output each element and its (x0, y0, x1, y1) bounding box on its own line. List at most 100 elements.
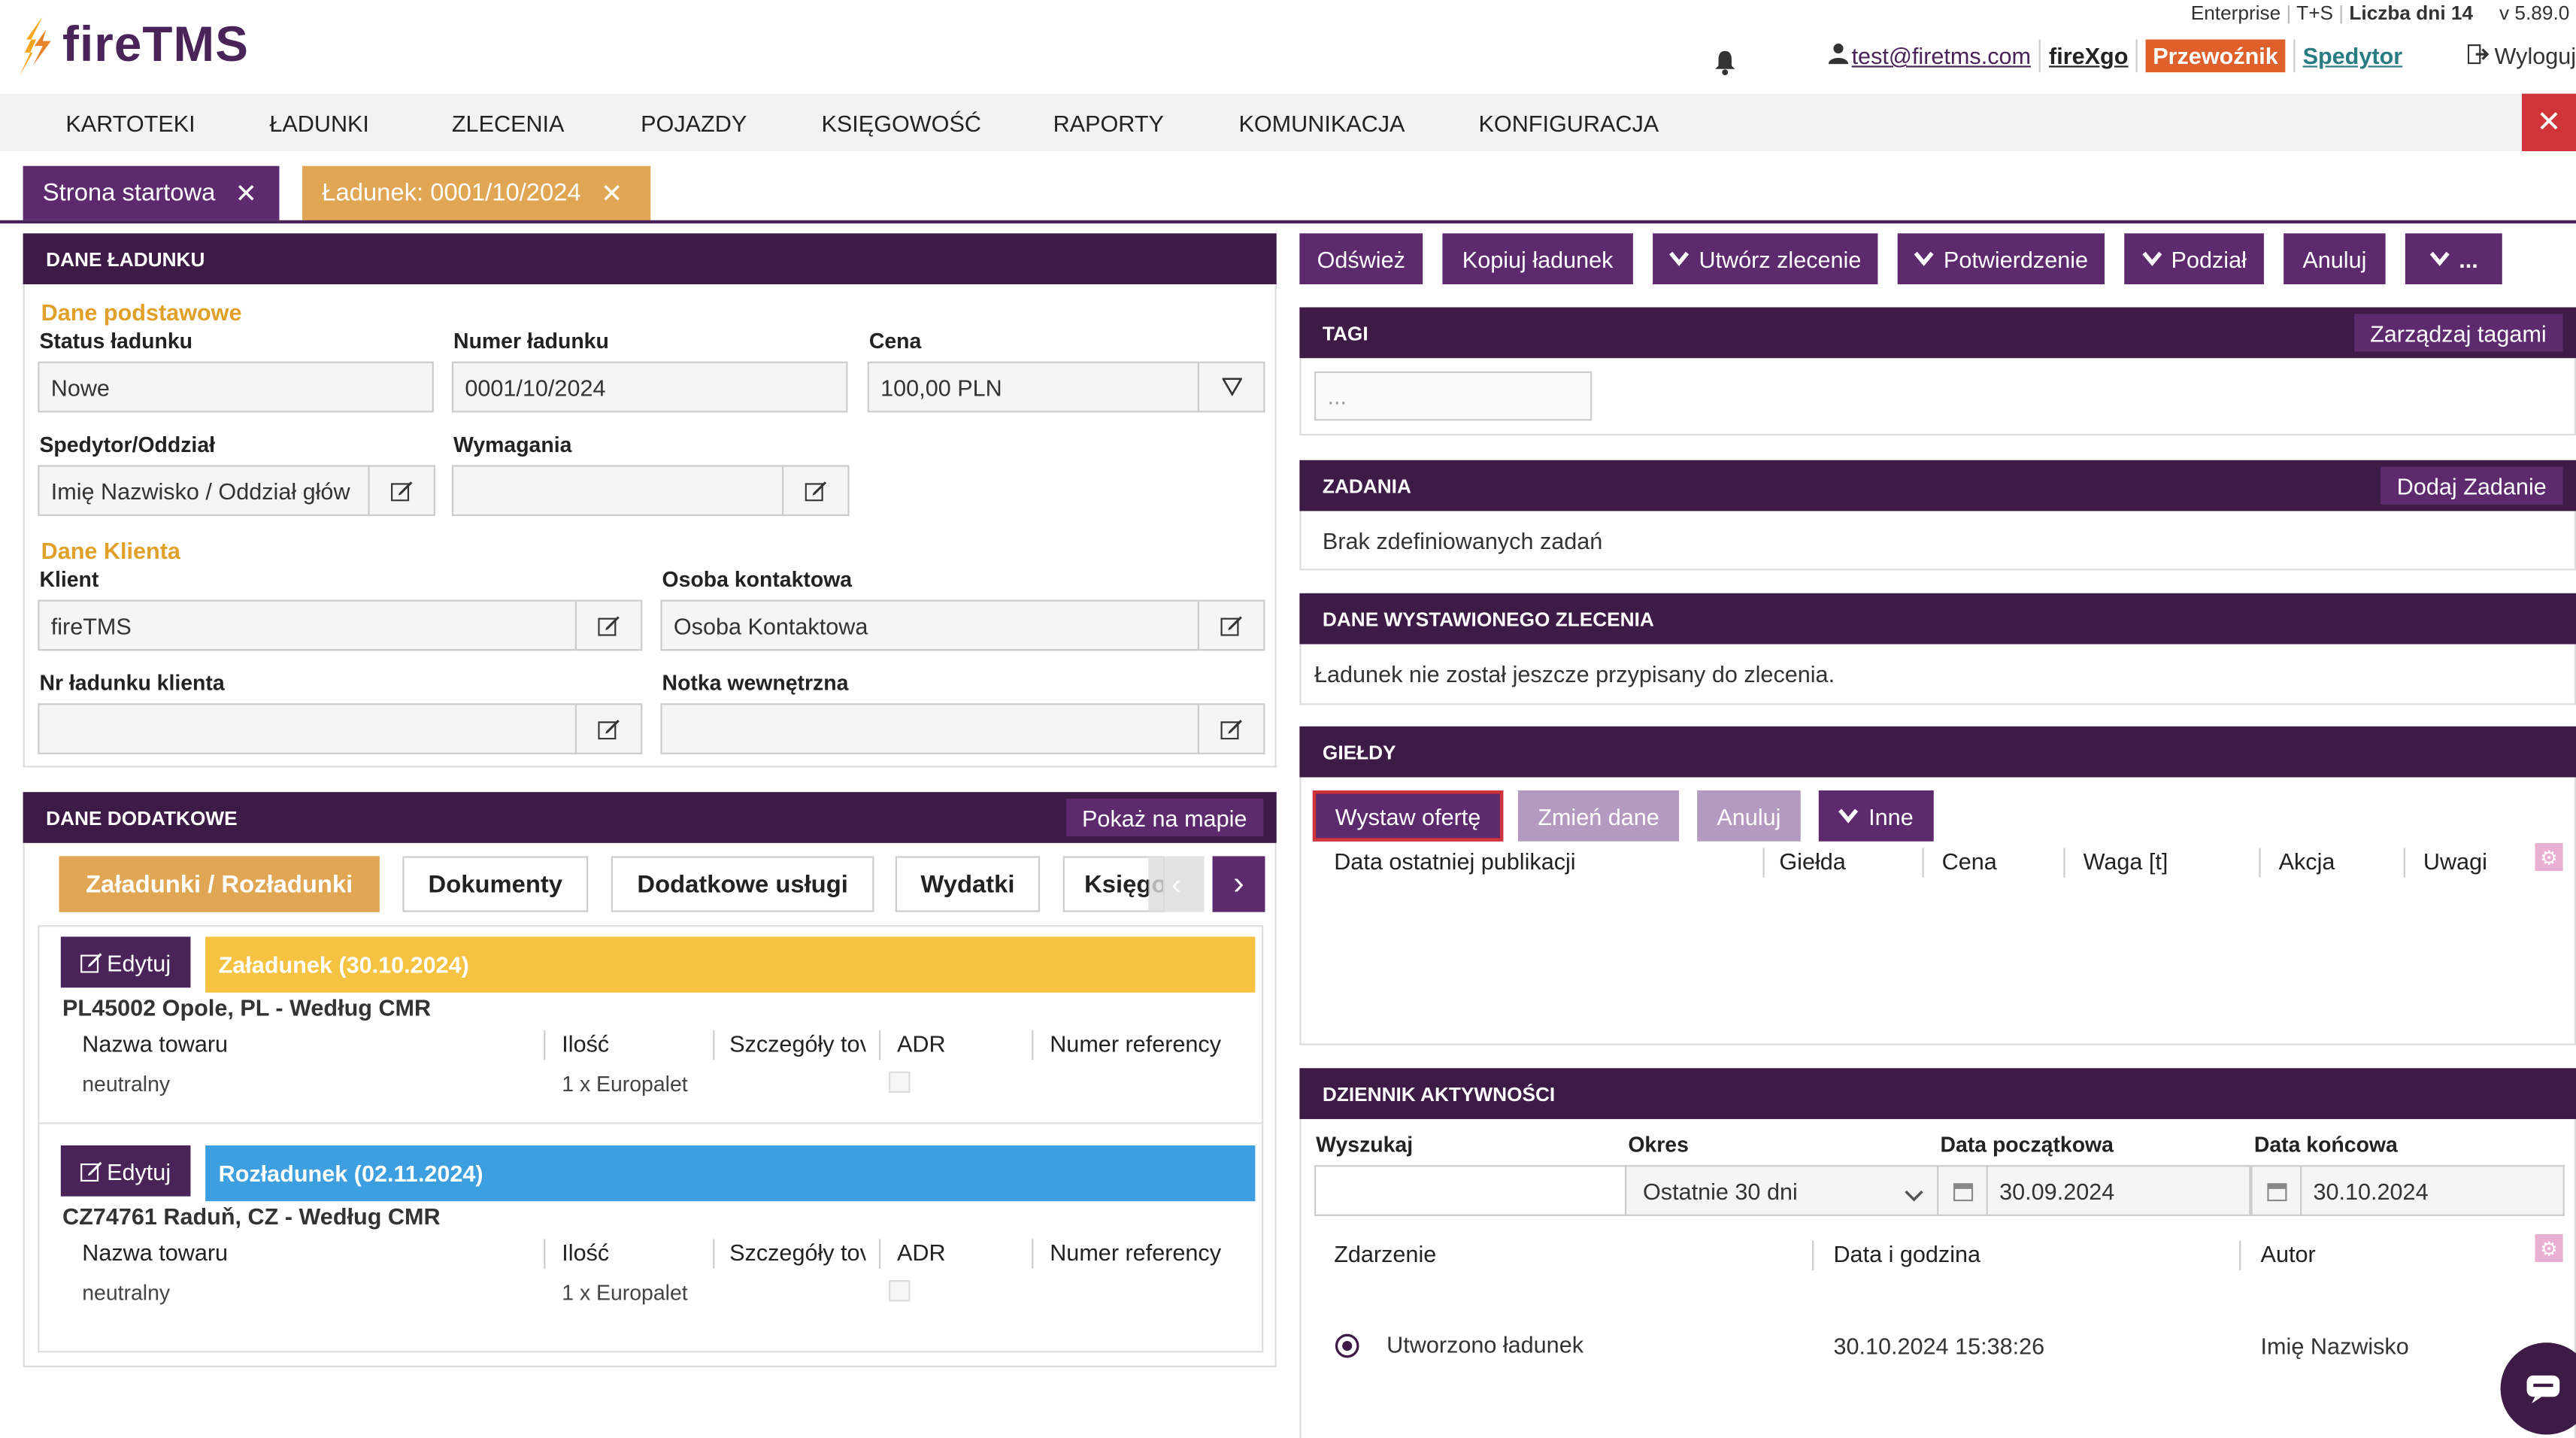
other-actions-button[interactable]: Inne (1818, 790, 1934, 842)
edit-icon (80, 1161, 102, 1182)
client-load-number-field[interactable] (38, 703, 577, 754)
tab-load-details[interactable]: Ładunek: 0001/10/2024 ✕ (302, 165, 651, 220)
end-date-calendar-button[interactable] (2250, 1165, 2302, 1216)
create-order-button[interactable]: Utwórz zlecenie (1653, 233, 1878, 285)
refresh-button[interactable]: Odśwież (1299, 233, 1423, 285)
col-divider (1762, 848, 1765, 878)
firexgo-link[interactable]: fireXgo (2049, 42, 2129, 69)
split-button[interactable]: Podział (2124, 233, 2264, 285)
manage-tags-button[interactable]: Zarządzaj tagami (2353, 314, 2563, 352)
tab-start-page[interactable]: Strona startowa ✕ (23, 165, 280, 220)
col-divider (1922, 848, 1924, 878)
forwarder-edit-button[interactable] (368, 465, 436, 517)
log-end-date-input[interactable]: 30.10.2024 (2300, 1165, 2565, 1216)
internal-note-edit-button[interactable] (1197, 703, 1265, 754)
tags-input[interactable]: ... (1314, 371, 1593, 421)
adr-checkbox[interactable] (889, 1071, 911, 1094)
col-goods-details: Szczegóły tov (729, 1239, 866, 1266)
event-created-icon (1334, 1333, 1360, 1367)
version-label: v 5.89.0 (2499, 2, 2570, 25)
col-adr: ADR (897, 1239, 946, 1266)
log-settings-gear-icon[interactable]: ⚙ (2535, 1233, 2563, 1263)
button-label: Potwierdzenie (1943, 245, 2089, 272)
requirements-field[interactable] (451, 465, 784, 517)
notifications-bell-icon[interactable] (1714, 50, 1737, 76)
subtabs-scroll-left-button[interactable]: ‹ (1148, 856, 1205, 912)
log-search-input[interactable] (1314, 1165, 1627, 1216)
subtab-expenses[interactable]: Wydatki (895, 856, 1041, 912)
change-data-button[interactable]: Zmień dane (1517, 790, 1680, 842)
role-forwarder-link[interactable]: Spedytor (2302, 42, 2403, 69)
edit-icon (80, 953, 102, 973)
subtabs-scroll-right-button[interactable]: › (1212, 856, 1265, 912)
log-start-date-input[interactable]: 30.09.2024 (1986, 1165, 2251, 1216)
calendar-icon (2266, 1182, 2287, 1201)
exchanges-panel: GIEŁDY Wystaw ofertę Zmień dane Anuluj I… (1299, 726, 2576, 1045)
panel-title-bar: ZADANIA Dodaj Zadanie (1299, 460, 2576, 511)
subtab-additional-services[interactable]: Dodatkowe usługi (611, 856, 874, 912)
client-edit-button[interactable] (574, 599, 643, 651)
user-email-link[interactable]: test@firetms.com (1851, 42, 2032, 69)
tab-underline (0, 220, 2576, 224)
chat-widget-button[interactable] (2500, 1342, 2576, 1435)
stops-list: Edytuj Załadunek (30.10.2024) PL45002 Op… (38, 925, 1264, 1353)
nav-zlecenia[interactable]: ZLECENIA (451, 109, 565, 136)
nav-ksiegowosc[interactable]: KSIĘGOWOŚĆ (821, 109, 981, 136)
adr-checkbox[interactable] (889, 1280, 911, 1302)
brand-logo[interactable]: fireTMS (20, 16, 249, 76)
contact-person-field[interactable]: Osoba Kontaktowa (660, 599, 1200, 651)
nav-konfiguracja[interactable]: KONFIGURACJA (1478, 109, 1659, 136)
client-load-number-edit-button[interactable] (574, 703, 643, 754)
client-field[interactable]: fireTMS (38, 599, 577, 651)
close-all-tabs-button[interactable]: ✕ (2521, 93, 2576, 152)
panel-title: DZIENNIK AKTYWNOŚCI (1299, 1068, 2576, 1119)
price-filter-button[interactable] (1197, 361, 1265, 413)
calendar-icon (1952, 1182, 1973, 1201)
col-divider (713, 1239, 715, 1269)
subtab-loading-unloading[interactable]: Załadunki / Rozładunki (59, 856, 380, 912)
requirements-edit-button[interactable] (782, 465, 850, 517)
panel-title: DANE WYSTAWIONEGO ZLECENIA (1299, 593, 2576, 645)
status-field[interactable]: Nowe (38, 361, 434, 413)
add-task-button[interactable]: Dodaj Zadanie (2380, 466, 2563, 505)
tab-close-icon[interactable]: ✕ (600, 180, 623, 208)
goods-name-cell: neutralny (82, 1280, 171, 1305)
edit-loading-button[interactable]: Edytuj (60, 936, 191, 988)
nav-komunikacja[interactable]: KOMUNIKACJA (1238, 109, 1405, 136)
more-actions-button[interactable]: ... (2405, 233, 2502, 285)
copy-load-button[interactable]: Kopiuj ładunek (1442, 233, 1633, 285)
role-carrier-button[interactable]: Przewoźnik (2146, 39, 2285, 73)
quantity-cell: 1 x Europalet (562, 1280, 688, 1305)
nav-raporty[interactable]: RAPORTY (1053, 109, 1164, 136)
col-divider (1032, 1030, 1034, 1060)
col-goods-name: Nazwa towaru (82, 1239, 229, 1266)
col-reference-number: Numer referency (1050, 1239, 1222, 1266)
price-label: Cena (868, 329, 922, 353)
nav-pojazdy[interactable]: POJAZDY (641, 109, 747, 136)
load-number-field[interactable]: 0001/10/2024 (451, 361, 848, 413)
nav-kartoteki[interactable]: KARTOTEKI (65, 109, 195, 136)
log-start-date-label: Data początkowa (1940, 1132, 2114, 1157)
price-field[interactable]: 100,00 PLN (867, 361, 1200, 413)
cancel-load-button[interactable]: Anuluj (2284, 233, 2386, 285)
logout-link[interactable]: Wyloguj (2494, 42, 2576, 69)
client-label: Klient (39, 566, 99, 592)
contact-edit-button[interactable] (1197, 599, 1265, 651)
start-date-calendar-button[interactable] (1937, 1165, 1988, 1216)
nav-ladunki[interactable]: ŁADUNKI (269, 109, 369, 136)
internal-note-field[interactable] (660, 703, 1200, 754)
col-divider (1812, 1240, 1814, 1271)
exchanges-settings-gear-icon[interactable]: ⚙ (2535, 842, 2563, 872)
subtab-documents[interactable]: Dokumenty (402, 856, 589, 912)
col-divider (2403, 848, 2405, 878)
publish-offer-button[interactable]: Wystaw ofertę (1312, 790, 1504, 842)
forwarder-field[interactable]: Imię Nazwisko / Oddział głów (38, 465, 370, 517)
show-on-map-button[interactable]: Pokaż na mapie (1065, 798, 1264, 837)
confirmation-button[interactable]: Potwierdzenie (1897, 233, 2105, 285)
log-period-select[interactable]: Ostatnie 30 dni (1624, 1165, 1939, 1216)
panel-title: DANE ŁADUNKU (23, 233, 1277, 285)
col-divider (2239, 1240, 2241, 1271)
tab-close-icon[interactable]: ✕ (235, 180, 257, 208)
cancel-offer-button[interactable]: Anuluj (1697, 790, 1801, 842)
edit-unloading-button[interactable]: Edytuj (60, 1145, 191, 1197)
